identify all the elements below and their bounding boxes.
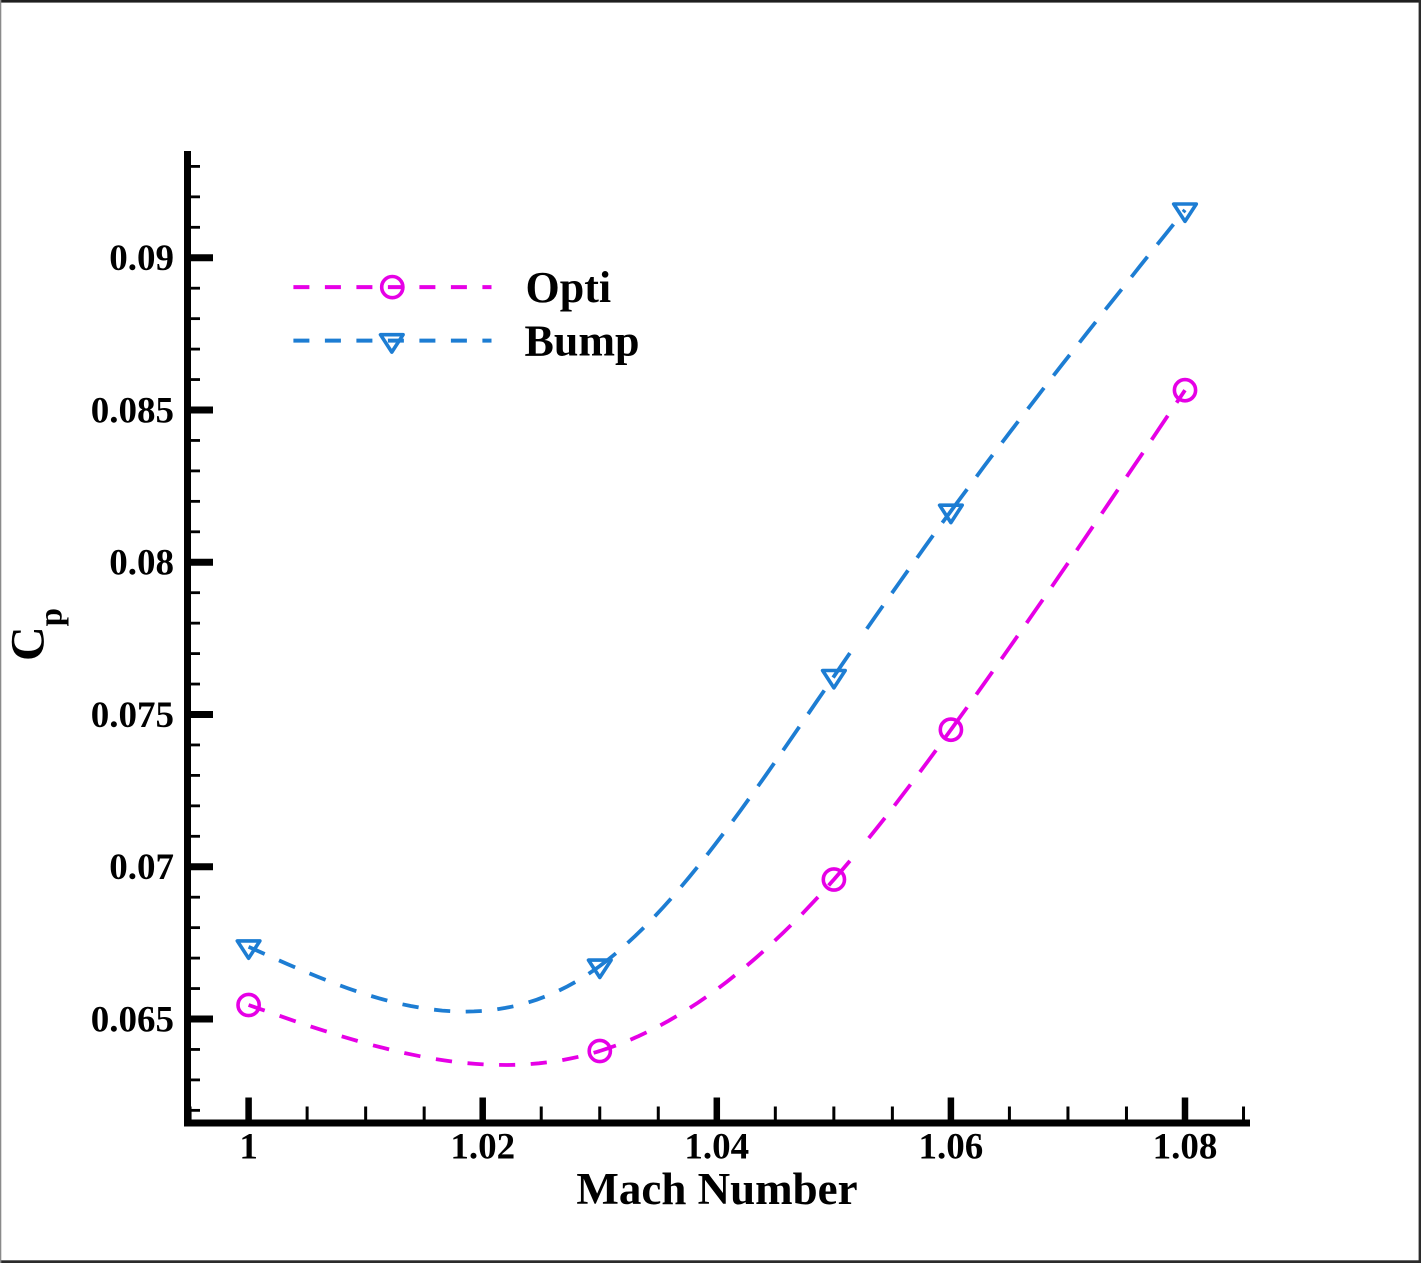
svg-text:Opti: Opti xyxy=(526,263,612,312)
svg-text:0.08: 0.08 xyxy=(109,543,174,584)
svg-text:Mach Number: Mach Number xyxy=(576,1164,857,1214)
svg-text:1: 1 xyxy=(239,1127,258,1168)
svg-text:Bump: Bump xyxy=(525,316,640,365)
svg-text:1.04: 1.04 xyxy=(684,1127,749,1168)
svg-text:1.06: 1.06 xyxy=(919,1127,984,1168)
svg-text:0.075: 0.075 xyxy=(91,695,174,736)
svg-text:0.07: 0.07 xyxy=(109,847,174,888)
svg-text:0.065: 0.065 xyxy=(91,999,174,1040)
svg-text:1.08: 1.08 xyxy=(1153,1127,1218,1168)
svg-text:1.02: 1.02 xyxy=(450,1127,515,1168)
svg-text:0.09: 0.09 xyxy=(109,238,174,279)
svg-text:0.085: 0.085 xyxy=(91,390,174,431)
